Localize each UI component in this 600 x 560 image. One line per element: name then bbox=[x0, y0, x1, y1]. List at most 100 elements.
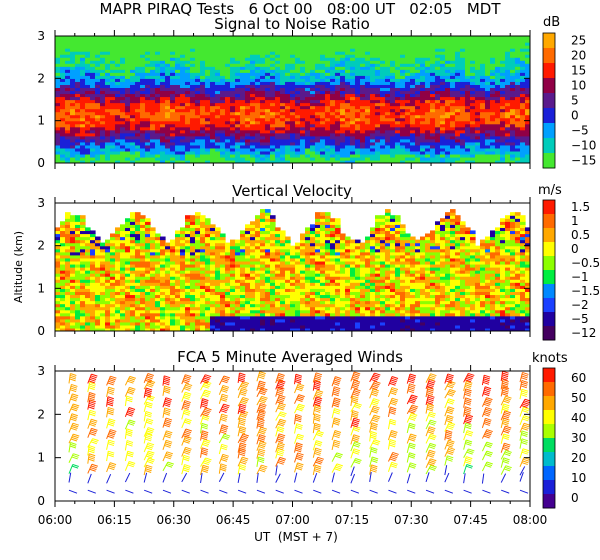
snr-cell bbox=[55, 111, 61, 116]
snr-cell bbox=[395, 147, 401, 152]
snr-cell bbox=[315, 153, 321, 158]
snr-cell bbox=[510, 39, 516, 43]
snr-cell bbox=[415, 51, 421, 55]
snr-cell bbox=[310, 111, 316, 116]
snr-cell bbox=[220, 69, 226, 73]
vv-cell bbox=[130, 257, 136, 262]
vv-cell bbox=[70, 230, 76, 235]
vv-cell bbox=[180, 306, 186, 311]
snr-cell bbox=[275, 111, 281, 116]
snr-cell bbox=[205, 123, 211, 128]
snr-cell bbox=[230, 126, 236, 131]
snr-cell bbox=[160, 99, 166, 104]
snr-cell bbox=[300, 129, 306, 134]
snr-cell bbox=[300, 57, 306, 61]
snr-cell bbox=[140, 72, 146, 76]
snr-cell bbox=[325, 66, 331, 70]
snr-cell bbox=[360, 126, 366, 131]
snr-cell bbox=[170, 60, 176, 64]
snr-cell bbox=[330, 147, 336, 152]
snr-cell bbox=[470, 93, 476, 98]
snr-cell bbox=[365, 69, 371, 73]
snr-cell bbox=[495, 45, 501, 49]
vv-cell bbox=[140, 321, 146, 326]
snr-cell bbox=[135, 105, 141, 110]
vv-cell bbox=[55, 294, 61, 299]
vv-cell bbox=[145, 282, 151, 286]
snr-cell bbox=[105, 138, 111, 143]
vv-cell bbox=[75, 227, 81, 232]
snr-cell bbox=[445, 45, 451, 49]
snr-cell bbox=[440, 120, 446, 125]
vv-cell bbox=[55, 227, 61, 232]
vv-cell bbox=[145, 285, 151, 289]
snr-cell bbox=[150, 36, 156, 40]
snr-cell bbox=[215, 135, 221, 140]
vv-cell bbox=[75, 257, 81, 262]
snr-cell bbox=[395, 108, 401, 113]
snr-cell bbox=[315, 141, 321, 146]
snr-cell bbox=[120, 36, 126, 40]
snr-cell bbox=[515, 81, 521, 85]
vv-cell bbox=[170, 315, 176, 320]
snr-cell bbox=[440, 84, 446, 89]
snr-cell bbox=[225, 105, 231, 110]
snr-cell bbox=[95, 54, 101, 58]
vv-cell bbox=[80, 276, 86, 280]
snr-cell bbox=[285, 129, 291, 134]
snr-cell bbox=[495, 87, 501, 92]
snr-cell bbox=[220, 96, 226, 101]
snr-cell bbox=[145, 120, 151, 125]
snr-cell bbox=[135, 51, 141, 55]
snr-cell bbox=[230, 147, 236, 152]
snr-cell bbox=[470, 60, 476, 64]
snr-cell bbox=[90, 96, 96, 101]
snr-cell bbox=[110, 66, 116, 70]
snr-cell bbox=[455, 81, 461, 85]
vv-cell bbox=[175, 291, 181, 296]
vv-cell bbox=[80, 227, 86, 232]
snr-cell bbox=[170, 42, 176, 46]
snr-cell bbox=[435, 75, 441, 79]
snr-cell bbox=[315, 123, 321, 128]
snr-cell bbox=[445, 156, 451, 161]
snr-cell bbox=[515, 51, 521, 55]
snr-cell bbox=[210, 42, 216, 46]
snr-cell bbox=[390, 51, 396, 55]
snr-cell bbox=[170, 72, 176, 76]
snr-cell bbox=[140, 45, 146, 49]
vv-cell bbox=[85, 270, 91, 274]
snr-cell bbox=[155, 108, 161, 113]
snr-cell bbox=[400, 102, 406, 107]
snr-cell bbox=[145, 36, 151, 40]
snr-cell bbox=[60, 102, 66, 107]
snr-cell bbox=[490, 72, 496, 76]
snr-cell bbox=[335, 111, 341, 116]
snr-cell bbox=[410, 63, 416, 67]
snr-cell bbox=[430, 60, 436, 64]
snr-cell bbox=[250, 42, 256, 46]
snr-cell bbox=[425, 96, 431, 101]
snr-cell bbox=[165, 138, 171, 143]
snr-cell bbox=[180, 108, 186, 113]
snr-cell bbox=[295, 63, 301, 67]
snr-cell bbox=[85, 51, 91, 55]
snr-cell bbox=[280, 114, 286, 119]
snr-cell bbox=[130, 108, 136, 113]
snr-cell bbox=[470, 135, 476, 140]
snr-cell bbox=[390, 144, 396, 149]
snr-cell bbox=[330, 54, 336, 58]
snr-cell bbox=[500, 78, 506, 82]
snr-cell bbox=[495, 78, 501, 82]
snr-cell bbox=[410, 39, 416, 43]
snr-cell bbox=[110, 69, 116, 73]
snr-cell bbox=[460, 123, 466, 128]
snr-cell bbox=[75, 54, 81, 58]
vv-cell bbox=[70, 260, 76, 265]
snr-cell bbox=[200, 123, 206, 128]
snr-cell bbox=[120, 150, 126, 155]
snr-cell bbox=[300, 114, 306, 119]
snr-cell bbox=[110, 54, 116, 58]
vv-cell bbox=[170, 260, 176, 265]
snr-cell bbox=[200, 72, 206, 76]
